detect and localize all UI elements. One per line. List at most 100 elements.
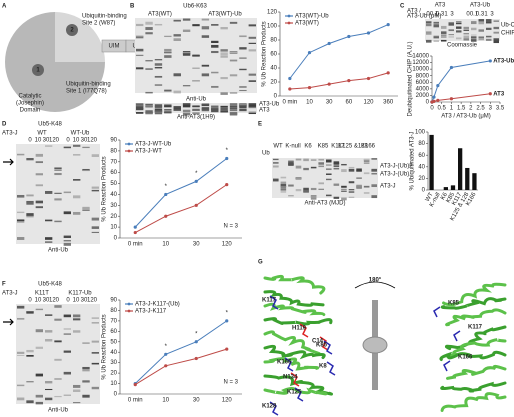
gel-band	[248, 111, 256, 113]
gel-band	[91, 340, 99, 343]
gel-band	[229, 107, 238, 110]
label: AT3(WT)	[148, 12, 172, 18]
protein-ribbon	[439, 350, 507, 361]
label: 0	[28, 298, 32, 304]
gel-band	[248, 49, 256, 52]
gel-band	[248, 80, 256, 82]
gel-band	[371, 184, 377, 188]
gel-band	[173, 107, 181, 110]
gel-band	[35, 308, 43, 311]
y-tick-label: 2000	[416, 93, 430, 99]
gel-band	[456, 26, 462, 29]
panel-letter: G	[258, 260, 263, 266]
gel-band	[35, 373, 43, 377]
point	[436, 83, 440, 88]
x-tick-label: 0.5	[438, 106, 447, 112]
gel-band	[478, 37, 484, 41]
gel-band	[26, 213, 34, 216]
y-tick-label: 40	[418, 164, 425, 170]
gel-band	[493, 39, 499, 41]
residue-sticks	[269, 295, 279, 310]
y-tick-label: 80	[110, 148, 117, 154]
bar	[450, 185, 456, 190]
gel-band	[341, 197, 347, 201]
gel-band	[248, 103, 256, 105]
bar	[458, 148, 463, 190]
gel-band	[136, 35, 144, 37]
series-line	[134, 158, 228, 228]
gel-band	[448, 36, 454, 38]
gel-band	[471, 36, 477, 39]
label: 30	[81, 138, 88, 144]
gel-band	[201, 18, 210, 21]
gel-band	[54, 220, 62, 223]
gel-band	[73, 318, 81, 321]
gel-band	[164, 105, 172, 108]
gel-band	[471, 39, 477, 41]
gel-band	[91, 231, 99, 234]
gel-band	[280, 186, 287, 189]
gel-band	[45, 381, 53, 384]
gel-band	[220, 52, 228, 56]
label: AT3-J-(Ub)	[380, 172, 409, 178]
gel-band	[220, 105, 228, 108]
y-tick-label: 10	[110, 381, 117, 387]
gel-band	[341, 169, 347, 173]
residue-sticks	[433, 306, 441, 318]
panel-letter: D	[2, 122, 7, 128]
residue-sticks	[294, 387, 304, 402]
protein-ribbon	[440, 392, 507, 412]
y-tick-label: 20	[270, 80, 277, 86]
gel-band	[348, 168, 355, 172]
gel-band	[63, 350, 71, 353]
gel-band	[164, 109, 172, 111]
gel-band	[326, 194, 332, 197]
y-tick-label: 100	[267, 24, 278, 30]
residue-label: K8	[319, 364, 327, 370]
gel-band	[310, 166, 317, 169]
label: 1	[444, 12, 448, 18]
gel-band	[73, 389, 81, 393]
label: AT3-J-(Ub)2	[380, 164, 413, 170]
gel-band	[17, 194, 25, 198]
gel-band	[26, 311, 34, 313]
gel-band	[63, 211, 71, 215]
gel-band	[229, 74, 238, 77]
label: 120	[87, 298, 98, 304]
label: UIM	[109, 44, 120, 50]
y-tick-label: 10000	[412, 67, 429, 73]
y-tick-label: 0	[426, 100, 430, 106]
bar	[443, 187, 448, 190]
gel-band	[295, 188, 302, 192]
gel-band	[73, 211, 81, 215]
gel-band	[54, 169, 62, 171]
gel-band	[456, 30, 462, 32]
label: 30	[43, 298, 50, 304]
gel-band	[303, 190, 309, 193]
gel-band	[145, 104, 153, 107]
gel	[135, 103, 257, 113]
point	[449, 65, 454, 70]
gel-band	[371, 168, 377, 172]
gel-band	[493, 26, 499, 30]
legend-label: AT3(WT)-Ub	[295, 14, 329, 20]
gel-band	[63, 242, 71, 246]
site-1	[32, 64, 44, 76]
y-tick-label: 0	[114, 236, 118, 242]
x-tick-label: 10	[306, 100, 313, 106]
gel-band	[211, 44, 219, 48]
label: Ubiquitin-binding	[82, 14, 127, 20]
point	[432, 99, 436, 103]
y-axis-label: Deubiquitinated CHIP (A.U.)	[408, 42, 414, 117]
label: 0.1	[430, 12, 439, 18]
gel-band	[63, 146, 71, 149]
point	[327, 82, 331, 86]
gel-band	[26, 194, 34, 197]
gel-band	[478, 29, 484, 32]
gel-band	[45, 237, 53, 240]
label: K11T	[35, 291, 49, 297]
gel-band	[173, 38, 181, 41]
y-tick-label: 30	[110, 360, 117, 366]
y-tick-label: 100	[415, 130, 426, 136]
gel-band	[73, 314, 81, 318]
